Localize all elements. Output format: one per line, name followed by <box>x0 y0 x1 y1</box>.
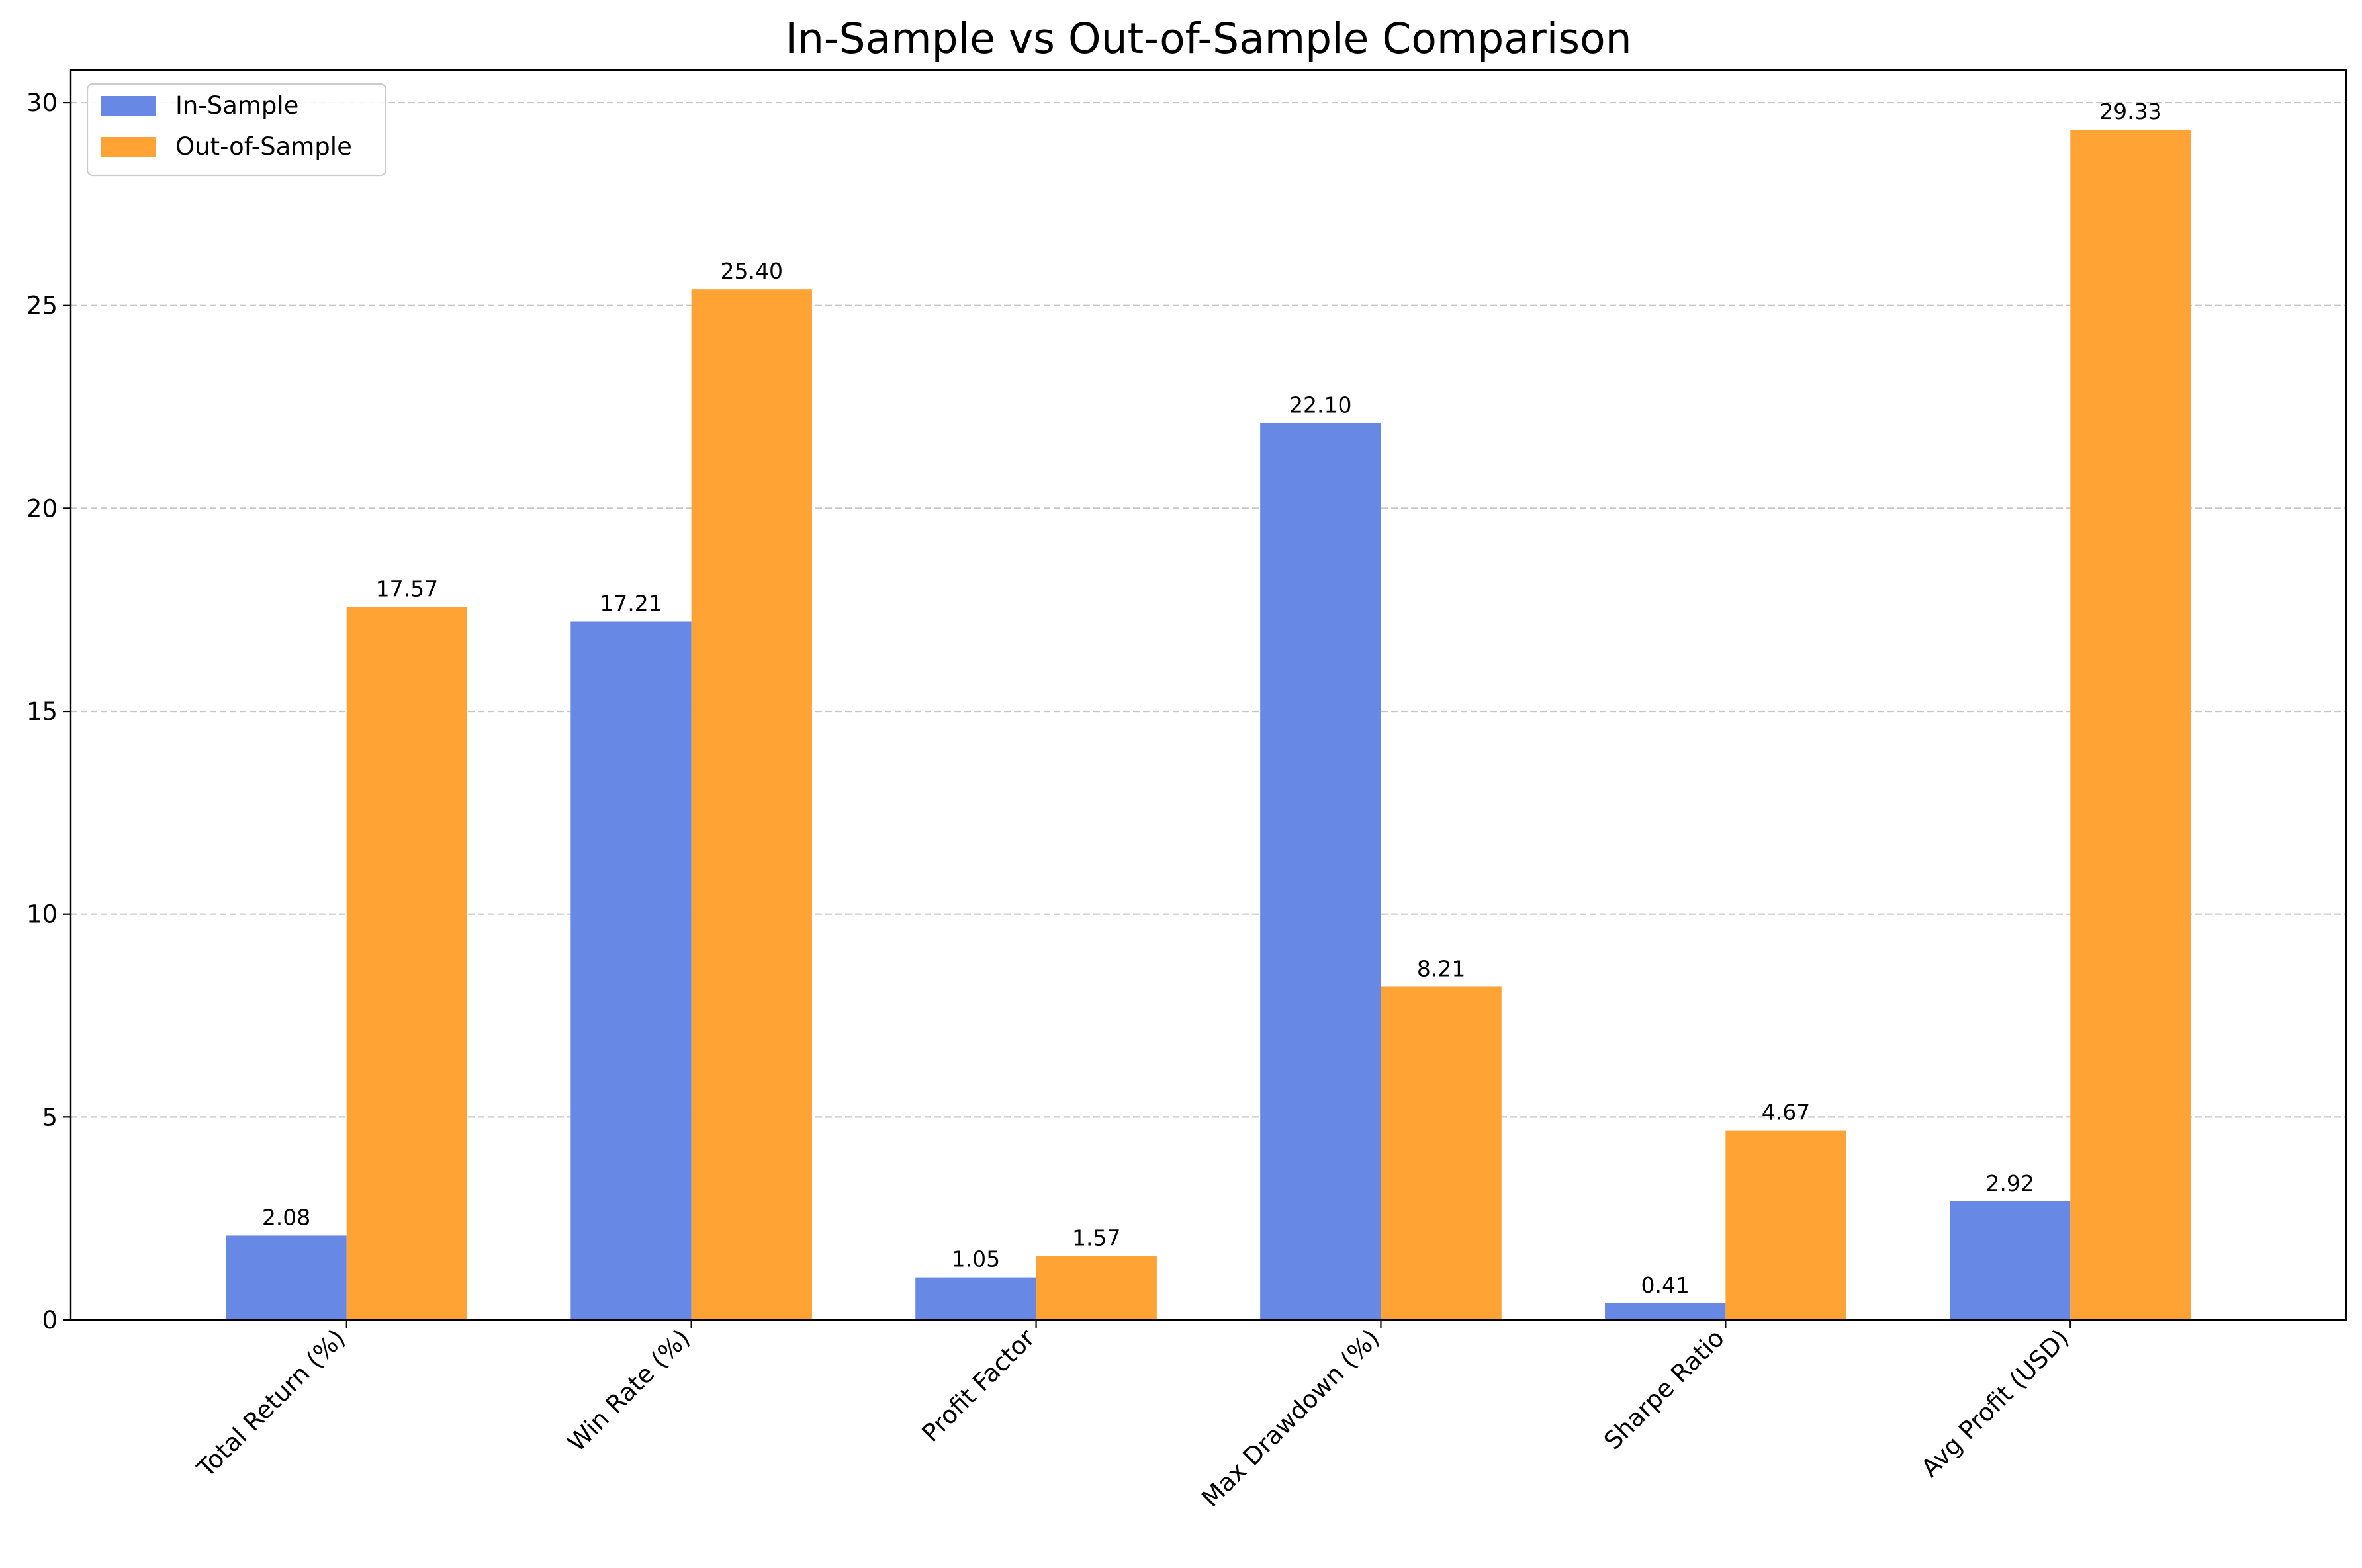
bar-out-of-sample <box>2070 130 2191 1320</box>
bar-in-sample <box>1605 1303 1726 1320</box>
y-tick-label: 10 <box>26 900 58 929</box>
chart-title: In-Sample vs Out-of-Sample Comparison <box>785 15 1631 63</box>
bar-in-sample <box>1949 1201 2071 1320</box>
y-tick-label: 25 <box>26 292 58 320</box>
bar-value-label: 2.08 <box>262 1204 310 1230</box>
x-tick-label: Total Return (%) <box>191 1324 351 1483</box>
bar-value-label: 22.10 <box>1289 392 1351 418</box>
bar-in-sample <box>226 1235 347 1320</box>
bar-value-label: 17.57 <box>376 576 438 601</box>
legend-swatch <box>101 137 156 157</box>
bar-value-label: 1.05 <box>952 1246 1000 1272</box>
legend-swatch <box>101 96 156 116</box>
x-tick-label: Profit Factor <box>917 1323 1041 1448</box>
bar-out-of-sample <box>346 607 468 1320</box>
legend: In-Sample Out-of-Sample <box>86 83 387 177</box>
bar-value-label: 4.67 <box>1762 1100 1810 1125</box>
y-tick-label: 0 <box>42 1306 58 1334</box>
y-tick-label: 20 <box>26 494 58 523</box>
bar-out-of-sample <box>691 289 812 1320</box>
y-tick-label: 5 <box>42 1103 58 1131</box>
bar-value-label: 2.92 <box>1985 1170 2034 1196</box>
bar-in-sample <box>1260 423 1381 1320</box>
bar-out-of-sample <box>1381 986 1502 1320</box>
x-tick-label: Max Drawdown (%) <box>1196 1324 1385 1512</box>
bar-value-label: 8.21 <box>1417 955 1465 981</box>
y-tick-label: 15 <box>26 697 58 726</box>
x-tick-label: Win Rate (%) <box>563 1324 696 1457</box>
x-tick-label: Avg Profit (USD) <box>1916 1324 2075 1483</box>
bar-value-label: 1.57 <box>1072 1225 1120 1251</box>
legend-box <box>86 83 387 177</box>
bar-out-of-sample <box>1725 1130 1846 1320</box>
plot-frame <box>69 69 2347 1321</box>
value-labels: 2.08 17.21 1.05 22.10 0.41 2.92 17.57 25.40 1.57… <box>262 99 2162 1298</box>
bar-out-of-sample <box>1036 1256 1157 1320</box>
legend-label: Out-of-Sample <box>175 132 352 161</box>
legend-label: In-Sample <box>175 91 298 120</box>
bars <box>226 130 2191 1320</box>
bar-in-sample <box>570 621 692 1320</box>
bar-value-label: 29.33 <box>2099 99 2161 124</box>
y-tick-label: 30 <box>26 89 58 117</box>
x-tick-label: Sharpe Ratio <box>1598 1324 1730 1456</box>
bar-value-label: 0.41 <box>1641 1272 1689 1298</box>
bar-in-sample <box>915 1277 1036 1320</box>
bar-value-label: 17.21 <box>600 590 662 616</box>
bar-value-label: 25.40 <box>721 258 783 284</box>
